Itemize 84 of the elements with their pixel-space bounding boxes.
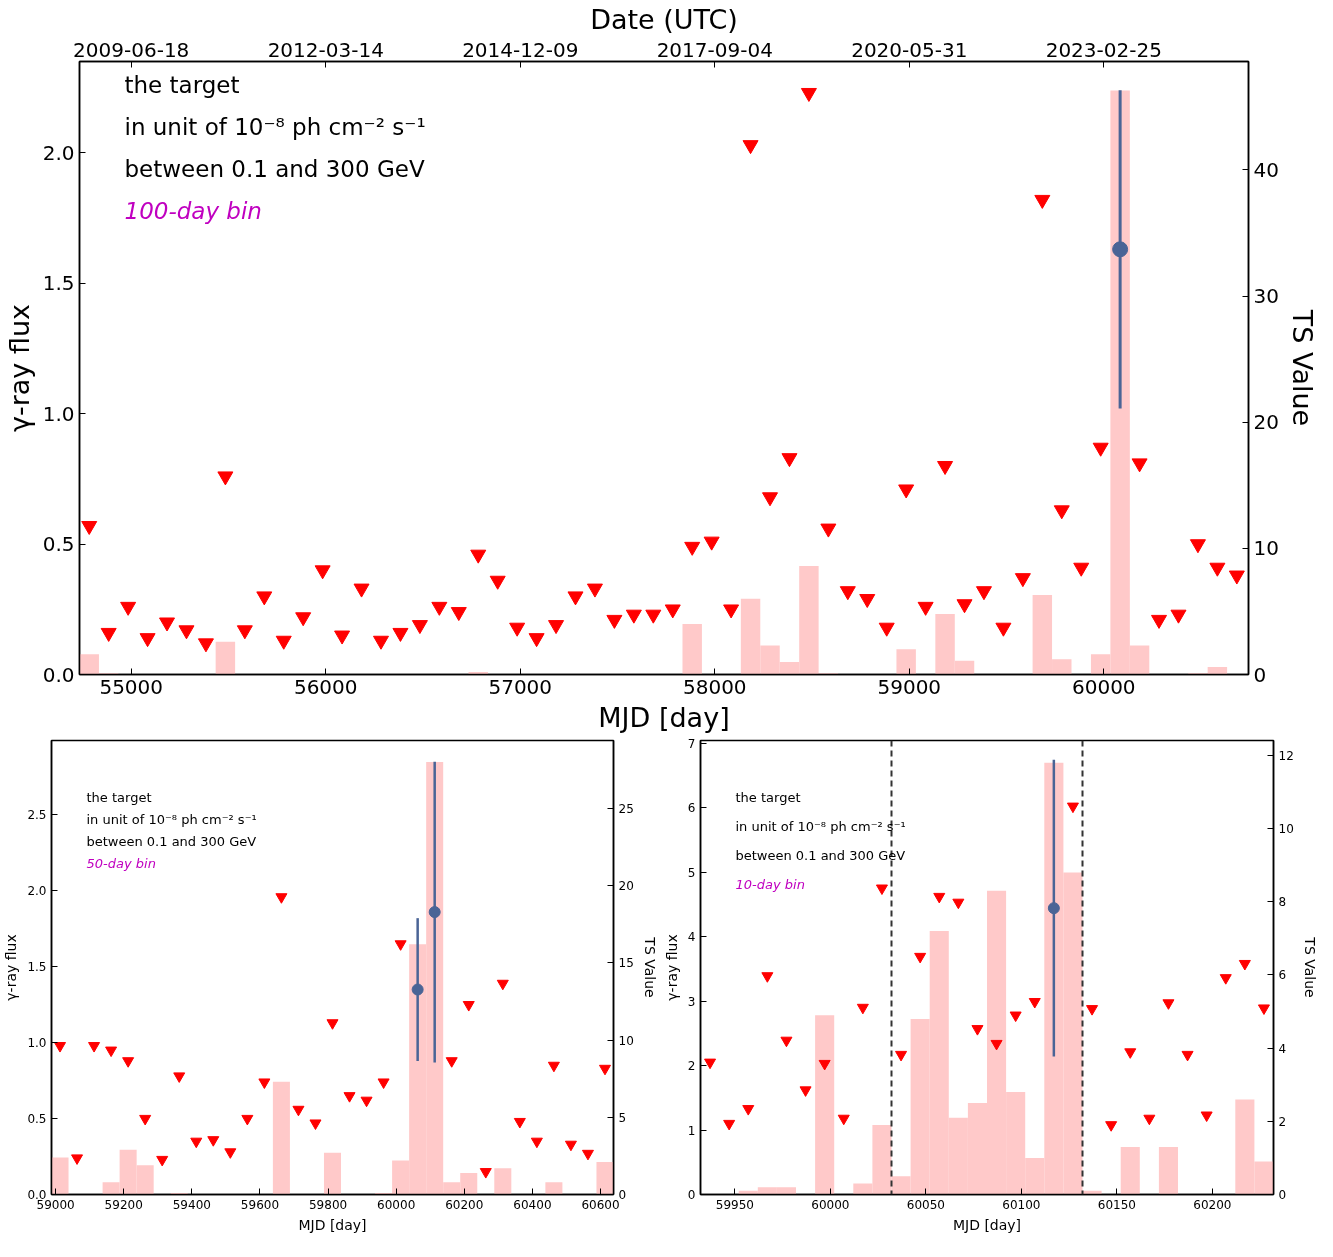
- y2-axis-title: TS Value: [641, 936, 658, 998]
- x2-axis-title: Date (UTC): [590, 3, 738, 35]
- x2-tick-label: 2017-09-04: [656, 37, 773, 62]
- x-tick-label: 60100: [1002, 1197, 1041, 1212]
- x-tick-label: 57000: [488, 674, 553, 699]
- y-tick-label: 1.0: [42, 401, 75, 426]
- y2-tick-label: 10: [618, 1033, 634, 1048]
- y-tick-label: 1.5: [27, 960, 47, 975]
- y-tick-label: 0.5: [42, 532, 75, 557]
- y2-tick-label: 0: [618, 1188, 627, 1202]
- y2-tick-label: 10: [1253, 536, 1279, 561]
- y2-tick-label: 25: [618, 801, 634, 816]
- y2-tick-label: 20: [618, 879, 634, 894]
- annotation: the target: [124, 71, 240, 98]
- x-tick-label: 59950: [715, 1197, 754, 1212]
- y2-tick-label: 0: [1278, 1188, 1287, 1202]
- x-tick-label: 58000: [682, 674, 747, 699]
- y2-tick-label: 5: [618, 1110, 627, 1125]
- x2-tick-label: 2014-12-09: [462, 37, 579, 62]
- x-tick-label: 55000: [99, 674, 164, 699]
- y-tick-label: 2.5: [27, 808, 47, 823]
- x-tick-label: 60050: [906, 1197, 945, 1212]
- x-tick-label: 59800: [308, 1197, 348, 1212]
- annotation: in unit of 10⁻⁸ ph cm⁻² s⁻¹: [86, 811, 257, 827]
- y-tick-label: 6: [687, 801, 696, 816]
- x-tick-label: 60000: [377, 1197, 416, 1212]
- y2-tick-label: 4: [1278, 1041, 1287, 1056]
- y2-tick-label: 30: [1253, 284, 1279, 309]
- y2-tick-label: 20: [1253, 410, 1279, 435]
- x-tick-label: 59600: [240, 1197, 280, 1212]
- y2-tick-label: 15: [618, 956, 634, 971]
- y-tick-label: 1: [687, 1123, 696, 1138]
- annotation: the target: [735, 789, 801, 805]
- y-tick-label: 7: [687, 736, 696, 751]
- x-tick-label: 56000: [293, 674, 358, 699]
- x-tick-label: 59000: [877, 674, 942, 699]
- x-tick-label: 60200: [1193, 1197, 1232, 1212]
- y-axis-title: γ-ray flux: [663, 934, 680, 1001]
- y2-tick-label: 2: [1278, 1114, 1287, 1129]
- y-axis-title: γ-ray flux: [3, 934, 20, 1001]
- x-axis-title: MJD [day]: [598, 701, 730, 733]
- annotation: between 0.1 and 300 GeV: [735, 847, 906, 863]
- y-tick-label: 1.0: [27, 1036, 47, 1051]
- x2-tick-label: 2009-06-18: [73, 37, 190, 62]
- x-tick-label: 60000: [1071, 674, 1136, 699]
- x2-tick-label: 2023-02-25: [1045, 37, 1162, 62]
- y-tick-label: 2: [687, 1059, 696, 1074]
- x2-tick-label: 2020-05-31: [851, 37, 968, 62]
- y2-axis-title: TS Value: [1301, 936, 1318, 998]
- annotation: between 0.1 and 300 GeV: [86, 833, 257, 849]
- x-tick-label: 60150: [1097, 1197, 1136, 1212]
- y-tick-label: 2.0: [27, 884, 47, 899]
- x-tick-label: 59200: [104, 1197, 143, 1212]
- y-tick-label: 4: [687, 930, 696, 945]
- x2-tick-label: 2012-03-14: [267, 37, 384, 62]
- annotation: the target: [86, 789, 152, 805]
- x-tick-label: 60400: [513, 1197, 552, 1212]
- x-axis-title: MJD [day]: [952, 1216, 1022, 1233]
- y-tick-label: 5: [687, 865, 696, 880]
- y2-tick-label: 6: [1278, 968, 1287, 983]
- x-tick-label: 60200: [445, 1197, 484, 1212]
- y-tick-label: 1.5: [42, 271, 75, 296]
- x-tick-label: 59400: [172, 1197, 211, 1212]
- annotation: 50-day bin: [86, 855, 156, 871]
- y-tick-label: 0.0: [42, 662, 75, 687]
- y-tick-label: 3: [687, 994, 696, 1009]
- x-tick-label: 60000: [811, 1197, 850, 1212]
- annotation: between 0.1 and 300 GeV: [124, 155, 425, 182]
- y2-tick-label: 40: [1253, 157, 1279, 182]
- annotation: in unit of 10⁻⁸ ph cm⁻² s⁻¹: [124, 113, 426, 140]
- y2-tick-label: 0: [1253, 662, 1267, 687]
- y-tick-label: 0: [687, 1188, 696, 1202]
- y2-axis-title: TS Value: [1286, 308, 1318, 427]
- y-axis-title: γ-ray flux: [3, 303, 35, 433]
- x-tick-label: 60600: [581, 1197, 620, 1212]
- annotation: in unit of 10⁻⁸ ph cm⁻² s⁻¹: [735, 818, 906, 834]
- annotation: 10-day bin: [735, 876, 805, 892]
- x-axis-title: MJD [day]: [298, 1216, 367, 1233]
- y-tick-label: 0.5: [27, 1112, 47, 1127]
- y2-tick-label: 8: [1278, 895, 1287, 910]
- y-tick-label: 2.0: [42, 140, 75, 165]
- y2-tick-label: 10: [1278, 822, 1294, 837]
- y2-tick-label: 12: [1278, 749, 1294, 763]
- annotation: 100-day bin: [124, 197, 262, 224]
